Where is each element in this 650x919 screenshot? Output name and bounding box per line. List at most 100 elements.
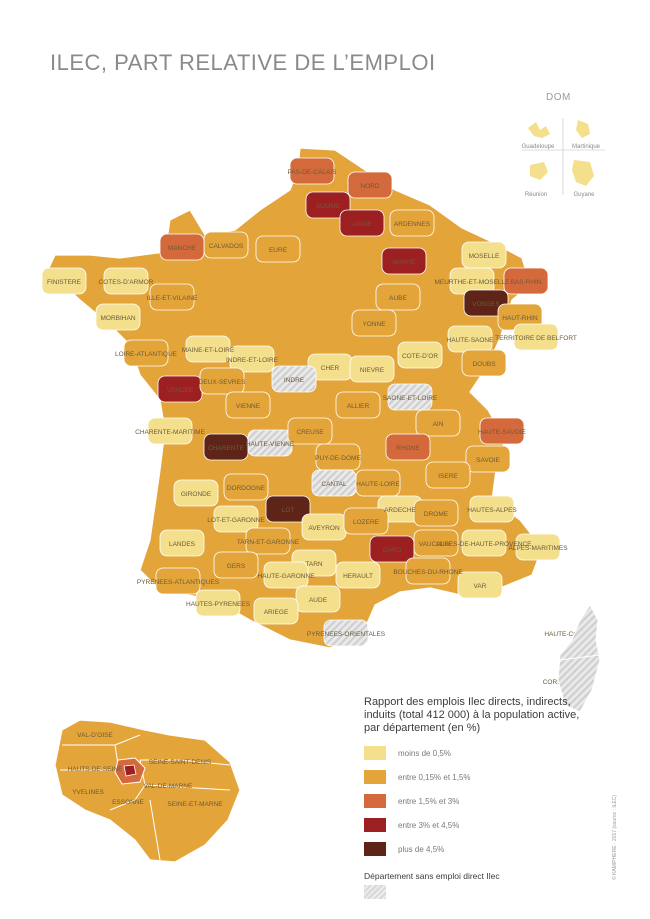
department-label: ALPES-DE-HAUTE-PROVENCE	[437, 541, 533, 548]
department-shape	[147, 417, 193, 445]
department-label: MORBIHAN	[100, 315, 135, 322]
idf-label: ESSONNE	[112, 799, 144, 806]
department-shape	[335, 391, 381, 419]
department-label: DEUX-SEVRES	[199, 379, 246, 386]
department-shape	[413, 499, 459, 527]
department-shape	[503, 267, 549, 295]
department-shape	[223, 473, 269, 501]
department-shape	[387, 383, 433, 411]
legend-item: plus de 4,5%	[364, 837, 614, 861]
department-shape	[375, 283, 421, 311]
legend-title-line: Rapport des emplois Ilec directs, indire…	[364, 696, 571, 708]
department-label: VOSGES	[472, 301, 500, 308]
department-shape	[515, 533, 561, 561]
department-label: ILLE-ET-VILAINE	[147, 295, 198, 302]
department-label: HAUTES-PYRENEES	[186, 601, 251, 608]
department-shape	[213, 551, 259, 579]
department-shape	[271, 365, 317, 393]
department-shape	[397, 341, 443, 369]
idf-label: YVELINES	[72, 789, 104, 796]
department-label: LOIRE-ATLANTIQUE	[115, 351, 178, 358]
department-label: PAS-DE-CALAIS	[287, 169, 337, 176]
department-label: LOT-ET-GARONNE	[207, 517, 265, 524]
department-label: HERAULT	[343, 573, 373, 580]
department-label: LANDES	[169, 541, 196, 548]
department-label: ARDECHE	[384, 507, 416, 514]
department-shape	[305, 191, 351, 219]
legend-swatch	[364, 818, 386, 832]
department-label: PYRENEES-ATLANTIQUES	[137, 579, 220, 586]
department-label: SAONE-ET-LOIRE	[383, 395, 438, 402]
department-label: GARD	[383, 547, 402, 554]
department-label: TARN-ET-GARONNE	[237, 539, 300, 546]
department-shape	[41, 267, 87, 295]
reunion	[530, 162, 548, 180]
department-label: HAUTE-LOIRE	[356, 481, 400, 488]
department-label: CHER	[321, 365, 340, 372]
department-shape	[295, 585, 341, 613]
department-label: HAUTE-VIENNE	[246, 441, 295, 448]
department-label: FINISTERE	[47, 279, 82, 286]
paris	[123, 764, 137, 777]
department-shape	[349, 355, 395, 383]
department-shape	[335, 561, 381, 589]
dom-label: Martinique	[572, 144, 601, 150]
department-label: ARDENNES	[394, 221, 431, 228]
guyane	[572, 160, 594, 186]
department-shape	[265, 495, 311, 523]
department-shape	[95, 303, 141, 331]
department-label: HAUTE-SAONE	[447, 337, 495, 344]
department-shape	[103, 267, 149, 295]
dom-inset	[522, 118, 605, 195]
department-shape	[389, 209, 435, 237]
department-label: AUBE	[389, 295, 407, 302]
department-label: TERRITOIRE DE BELFORT	[495, 335, 577, 342]
department-label: DROME	[424, 511, 449, 518]
department-shape	[173, 479, 219, 507]
department-shape	[513, 323, 559, 351]
department-label: MOSELLE	[469, 253, 500, 260]
department-label: HAUTE-GARONNE	[257, 573, 315, 580]
martinique	[576, 120, 590, 138]
department-label: CANTAL	[321, 481, 347, 488]
department-label: COTE-D’OR	[402, 353, 438, 360]
department-shape	[229, 345, 275, 373]
department-label: AIN	[433, 421, 444, 428]
department-label: BAS-RHIN	[510, 279, 541, 286]
department-shape	[185, 335, 231, 363]
idf-label: SEINE-ET-MARNE	[167, 801, 223, 808]
legend-label: entre 3% et 4,5%	[398, 820, 460, 830]
department-shape	[351, 309, 397, 337]
department-label: VAUCLUSE	[419, 541, 454, 548]
department-shape	[343, 507, 389, 535]
department-shape	[149, 283, 195, 311]
department-shape	[465, 445, 511, 473]
department-label: CALVADOS	[209, 243, 244, 250]
map-title: ILEC, PART RELATIVE DE L’EMPLOI	[50, 50, 436, 75]
department-label: TARN	[305, 561, 323, 568]
legend-swatch	[364, 746, 386, 760]
department-label: PUY-DE-DOME	[315, 455, 361, 462]
department-shape	[263, 561, 309, 589]
department-shape	[287, 417, 333, 445]
department-label: HAUTE-CORSE	[544, 631, 592, 638]
department-label: RHONE	[396, 445, 420, 452]
department-label: VENDEE	[167, 387, 194, 394]
legend-swatch	[364, 842, 386, 856]
department-label: NORD	[360, 183, 379, 190]
department-label: AISNE	[352, 221, 372, 228]
department-label: SAVOIE	[476, 457, 500, 464]
department-shape	[479, 417, 525, 445]
department-shape	[199, 367, 245, 395]
department-label: MANCHE	[168, 245, 197, 252]
department-shape	[405, 557, 451, 585]
legend-none-swatch	[364, 885, 386, 899]
department-label: YONNE	[362, 321, 386, 328]
idf-inset	[54, 719, 241, 863]
department-label: ISERE	[438, 473, 458, 480]
department-label: CHARENTE	[208, 445, 244, 452]
department-shape	[159, 233, 205, 261]
department-shape	[253, 597, 299, 625]
legend-item: entre 0,15% et 1,5%	[364, 765, 614, 789]
